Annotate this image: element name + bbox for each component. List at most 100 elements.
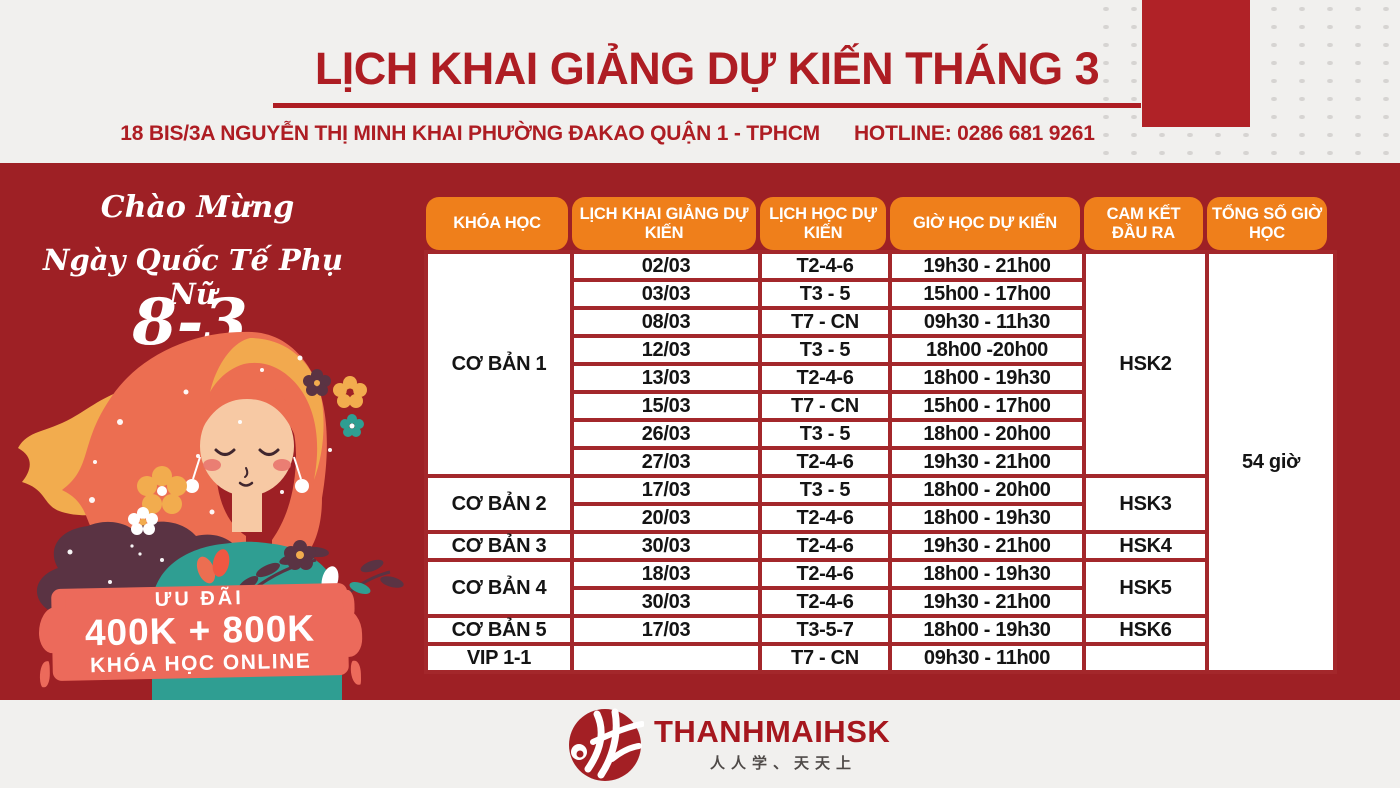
table-row: CƠ BẢN 3 30/03 T2-4-6 19h30 - 21h00 HSK4 (424, 530, 1335, 562)
course-cell: CƠ BẢN 3 (424, 530, 574, 562)
hsk-cell: HSK2 (1082, 250, 1209, 478)
days-cell: T7 - CN (758, 306, 892, 338)
address-text: 18 BIS/3A NGUYỄN THỊ MINH KHAI PHƯỜNG ĐA… (120, 122, 820, 145)
hsk-cell (1082, 642, 1209, 674)
page-title: LỊCH KHAI GIẢNG DỰ KIẾN THÁNG 3 (314, 43, 1100, 94)
brand-tagline: 人人学、天天上 (710, 755, 858, 772)
time-cell: 19h30 - 21h00 (888, 586, 1086, 618)
days-cell: T3-5-7 (758, 614, 892, 646)
date-cell: 26/03 (570, 418, 762, 450)
date-cell: 02/03 (570, 250, 762, 282)
course-cell: CƠ BẢN 4 (424, 558, 574, 618)
schedule-table-header-row: KHÓA HỌC LỊCH KHAI GIẢNG DỰ KIẾN LỊCH HỌ… (424, 197, 1337, 250)
days-cell: T2-4-6 (758, 250, 892, 282)
time-cell: 15h00 - 17h00 (888, 390, 1086, 422)
total-hours-cell: 54 giờ (1205, 250, 1337, 674)
days-cell: T3 - 5 (758, 418, 892, 450)
table-row: CƠ BẢN 4 18/03 T2-4-6 18h00 - 19h30 HSK5 (424, 558, 1335, 618)
date-cell: 08/03 (570, 306, 762, 338)
date-cell: 15/03 (570, 390, 762, 422)
column-header-study-days: LỊCH HỌC DỰ KIẾN (760, 197, 886, 250)
date-cell: 17/03 (570, 614, 762, 646)
date-cell: 13/03 (570, 362, 762, 394)
time-cell: 19h30 - 21h00 (888, 250, 1086, 282)
table-row: 13/03 T2-4-6 18h00 - 19h30 (426, 362, 1335, 394)
table-row: 15/03 T7 - CN 15h00 - 17h00 (426, 390, 1335, 422)
course-cell: CƠ BẢN 5 (424, 614, 574, 646)
table-row: 03/03 T3 - 5 15h00 - 17h00 (426, 278, 1335, 310)
column-header-course: KHÓA HỌC (426, 197, 568, 250)
hsk-cell: HSK3 (1082, 474, 1209, 534)
table-row: CƠ BẢN 5 17/03 T3-5-7 18h00 - 19h30 HSK6 (424, 614, 1335, 646)
hsk-cell: HSK6 (1082, 614, 1209, 646)
contact-row: 18 BIS/3A NGUYỄN THỊ MINH KHAI PHƯỜNG ĐA… (70, 122, 1145, 146)
time-cell: 19h30 - 21h00 (888, 446, 1086, 478)
column-header-study-time: GIỜ HỌC DỰ KIẾN (890, 197, 1080, 250)
greeting-line-1: Chào Mừng (100, 190, 295, 225)
table-row: 30/03 T2-4-6 19h30 - 21h00 (426, 586, 1335, 618)
days-cell: T2-4-6 (758, 362, 892, 394)
date-cell: 30/03 (570, 586, 762, 618)
time-cell: 18h00 - 19h30 (888, 362, 1086, 394)
promo-banner-line-2: 400K + 800K (84, 607, 316, 654)
greeting-line-2: Ngày Quốc Tế Phụ Nữ (42, 243, 344, 311)
days-cell: T2-4-6 (758, 502, 892, 534)
days-cell: T2-4-6 (758, 530, 892, 562)
time-cell: 18h00 - 19h30 (888, 614, 1086, 646)
course-cell: CƠ BẢN 2 (424, 474, 574, 534)
time-cell: 09h30 - 11h00 (888, 642, 1086, 674)
main-red-band: Chào Mừng Ngày Quốc Tế Phụ Nữ 8-3 (0, 163, 1400, 700)
column-header-total-hours: TỔNG SỐ GIỜ HỌC (1207, 197, 1327, 250)
table-row: 12/03 T3 - 5 18h00 -20h00 (426, 334, 1335, 366)
date-cell: 12/03 (570, 334, 762, 366)
hotline-text: HOTLINE: 0286 681 9261 (853, 122, 1095, 145)
time-cell: 18h00 - 20h00 (888, 418, 1086, 450)
brand-logo: THANHMAIHSK 人人学、天天上 (566, 705, 890, 783)
promo-banner: ƯU ĐÃI 400K + 800K KHÓA HỌC ONLINE (51, 582, 349, 682)
course-cell: CƠ BẢN 1 (424, 250, 574, 478)
time-cell: 18h00 - 19h30 (888, 558, 1086, 590)
hsk-cell: HSK5 (1082, 558, 1209, 618)
date-cell: 20/03 (570, 502, 762, 534)
date-cell: 17/03 (570, 474, 762, 506)
time-cell: 18h00 -20h00 (888, 334, 1086, 366)
time-cell: 15h00 - 17h00 (888, 278, 1086, 310)
days-cell: T2-4-6 (758, 446, 892, 478)
date-cell (570, 642, 762, 674)
table-row: 08/03 T7 - CN 09h30 - 11h30 (426, 306, 1335, 338)
time-cell: 09h30 - 11h30 (888, 306, 1086, 338)
table-row: CƠ BẢN 2 17/03 T3 - 5 18h00 - 20h00 HSK3 (424, 474, 1335, 534)
date-cell: 18/03 (570, 558, 762, 590)
days-cell: T7 - CN (758, 390, 892, 422)
table-row: CƠ BẢN 1 02/03 T2-4-6 19h30 - 21h00 HSK2… (424, 250, 1337, 674)
hsk-cell: HSK4 (1082, 530, 1209, 562)
date-cell: 30/03 (570, 530, 762, 562)
table-row: VIP 1-1 T7 - CN 09h30 - 11h00 (424, 642, 1335, 674)
table-row: 20/03 T2-4-6 18h00 - 19h30 (426, 502, 1335, 534)
days-cell: T2-4-6 (758, 586, 892, 618)
days-cell: T3 - 5 (758, 474, 892, 506)
date-cell: 27/03 (570, 446, 762, 478)
days-cell: T7 - CN (758, 642, 892, 674)
schedule-table-body: CƠ BẢN 1 02/03 T2-4-6 19h30 - 21h00 HSK2… (424, 250, 1337, 674)
column-header-opening-date: LỊCH KHAI GIẢNG DỰ KIẾN (572, 197, 756, 250)
course-cell: VIP 1-1 (424, 642, 574, 674)
time-cell: 18h00 - 19h30 (888, 502, 1086, 534)
table-row: 27/03 T2-4-6 19h30 - 21h00 (426, 446, 1335, 478)
table-row: 26/03 T3 - 5 18h00 - 20h00 (426, 418, 1335, 450)
promo-banner-line-1: ƯU ĐÃI (154, 587, 245, 611)
decorative-red-block (1142, 0, 1250, 127)
days-cell: T2-4-6 (758, 558, 892, 590)
date-cell: 03/03 (570, 278, 762, 310)
time-cell: 18h00 - 20h00 (888, 474, 1086, 506)
title-underline (273, 103, 1141, 108)
schedule-table: KHÓA HỌC LỊCH KHAI GIẢNG DỰ KIẾN LỊCH HỌ… (424, 197, 1337, 674)
thanhmaihsk-logo-icon (569, 708, 644, 781)
brand-name: THANHMAIHSK (654, 714, 891, 749)
days-cell: T3 - 5 (758, 334, 892, 366)
time-cell: 19h30 - 21h00 (888, 530, 1086, 562)
promo-banner-line-3: KHÓA HỌC ONLINE (89, 649, 312, 678)
footer: THANHMAIHSK 人人学、天天上 (0, 700, 1400, 788)
days-cell: T3 - 5 (758, 278, 892, 310)
column-header-output-commitment: CAM KẾT ĐẦU RA (1084, 197, 1203, 250)
